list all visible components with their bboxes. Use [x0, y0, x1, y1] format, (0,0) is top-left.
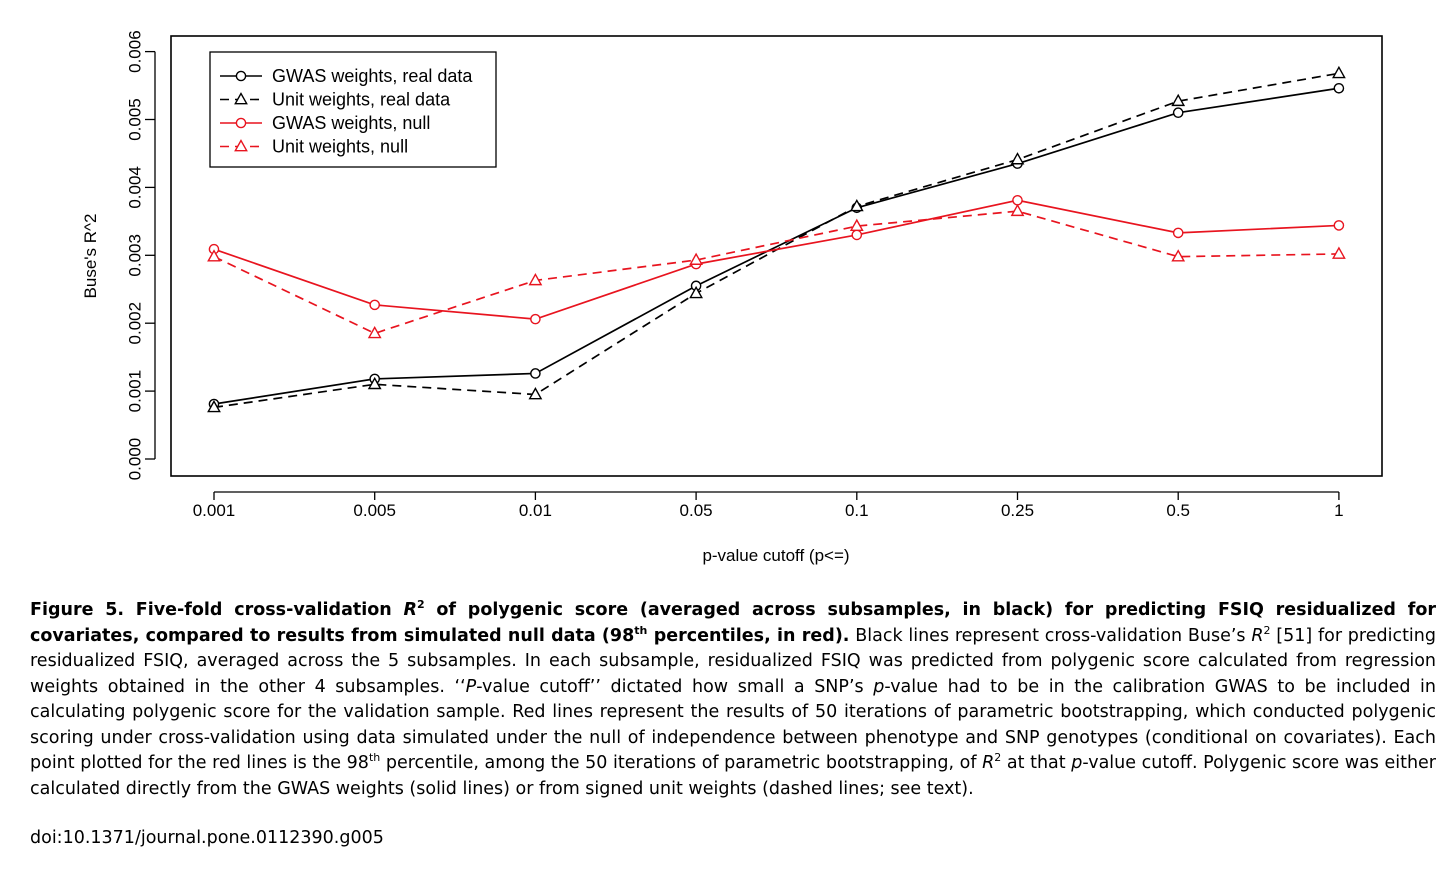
figure-caption: Figure 5. Five-fold cross-validation R2 …	[30, 598, 1437, 799]
x-tick-label: 0.05	[680, 501, 713, 520]
data-point	[1172, 107, 1184, 119]
x-axis-label: p-value cutoff (p<=)	[702, 546, 849, 565]
y-tick-label: 0.005	[125, 98, 144, 141]
line-chart: 0.000 0.001 0.002 0.003 0.004 0.005 0.006 0.00…	[81, 30, 1383, 565]
y-tick-label: 0.004	[125, 166, 144, 209]
y-tick-label: 0.006	[125, 30, 144, 73]
caption-bold-title: Figure 5. Five-fold cross-validation R2 …	[30, 598, 1436, 646]
legend-marker	[235, 117, 247, 129]
y-tick-label: 0.002	[125, 302, 144, 345]
data-point	[207, 399, 221, 413]
x-axis: 0.001 0.005 0.01 0.05 0.1 0.25 0.5 1	[193, 491, 1344, 520]
data-point	[1333, 220, 1345, 231]
x-tick-label: 0.5	[1166, 501, 1190, 520]
data-point	[530, 368, 541, 379]
y-axis-label: Buse's R^2	[81, 214, 100, 299]
x-tick-label: 0.25	[1001, 501, 1034, 520]
data-point	[1172, 227, 1184, 239]
data-point	[1171, 93, 1186, 107]
y-tick-label: 0.001	[125, 370, 144, 413]
series-line	[213, 199, 1339, 320]
y-tick-label: 0.000	[125, 438, 144, 481]
data-point	[1171, 249, 1186, 262]
plot-frame	[170, 35, 1383, 477]
legend-marker	[234, 139, 248, 152]
x-tick-label: 0.001	[193, 501, 236, 520]
data-point	[207, 249, 221, 262]
x-tick-label: 1	[1334, 501, 1343, 520]
data-point	[689, 252, 703, 265]
doi-text: doi:10.1371/journal.pone.0112390.g005	[30, 828, 384, 848]
data-point	[367, 325, 382, 339]
data-point	[849, 218, 864, 232]
data-point	[1332, 246, 1346, 259]
data-point	[851, 229, 863, 241]
x-tick-label: 0.01	[519, 501, 552, 520]
series-4	[207, 203, 1346, 339]
data-point	[1333, 82, 1345, 94]
data-point	[1010, 152, 1025, 165]
series-line	[213, 210, 1339, 335]
data-point	[528, 272, 543, 286]
legend-label: Unit weights, null	[272, 137, 408, 157]
data-point	[1010, 203, 1025, 217]
x-tick-label: 0.1	[845, 501, 869, 520]
legend-label: Unit weights, real data	[272, 90, 451, 110]
data-point	[689, 285, 703, 299]
y-axis: 0.000 0.001 0.002 0.003 0.004 0.005 0.006	[125, 30, 156, 481]
y-tick-label: 0.003	[125, 234, 144, 277]
data-point	[367, 376, 382, 390]
data-point	[1012, 195, 1023, 206]
series-1	[208, 82, 1345, 410]
series-line	[213, 87, 1340, 405]
data-point	[1332, 65, 1346, 79]
legend-box	[209, 51, 497, 168]
series-layer	[207, 65, 1346, 413]
legend-label: GWAS weights, real data	[272, 66, 473, 86]
legend-marker	[234, 92, 248, 105]
data-point	[528, 387, 543, 400]
legend: GWAS weights, real data Unit weights, rea…	[209, 51, 497, 168]
legend-label: GWAS weights, null	[272, 113, 430, 133]
data-point	[530, 313, 541, 325]
data-point	[849, 198, 864, 212]
data-point	[369, 299, 381, 311]
x-tick-label: 0.005	[353, 501, 396, 520]
legend-marker	[235, 70, 247, 82]
